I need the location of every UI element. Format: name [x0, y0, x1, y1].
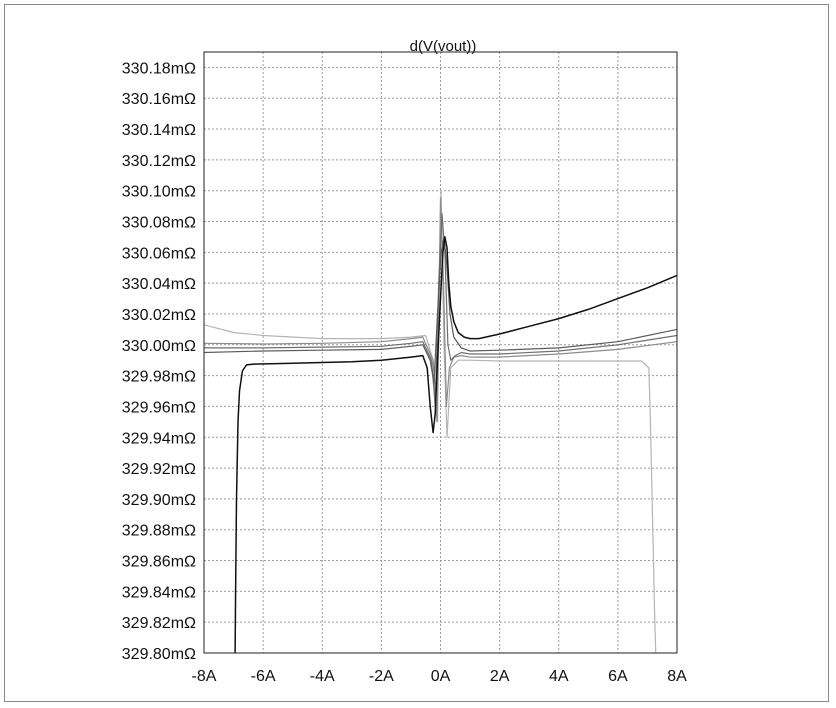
x-tick-label-5: 2A [490, 668, 510, 685]
y-tick-label-3: 329.86mΩ [122, 554, 196, 571]
x-tick-label-8: 8A [667, 668, 687, 685]
chart-title: d(V(vout)) [410, 38, 477, 55]
y-tick-label-8: 329.96mΩ [122, 399, 196, 416]
y-tick-label-17: 330.14mΩ [122, 122, 196, 139]
x-tick-label-2: -4A [310, 668, 335, 685]
y-tick-label-2: 329.84mΩ [122, 584, 196, 601]
series-line-2 [204, 213, 677, 407]
y-tick-label-11: 330.02mΩ [122, 307, 196, 324]
y-tick-label-15: 330.10mΩ [122, 184, 196, 201]
y-tick-label-6: 329.92mΩ [122, 461, 196, 478]
y-tick-label-13: 330.06mΩ [122, 245, 196, 262]
y-tick-label-12: 330.04mΩ [122, 276, 196, 293]
y-tick-label-19: 330.18mΩ [122, 60, 196, 77]
y-tick-label-9: 329.98mΩ [122, 369, 196, 386]
x-tick-label-4: 0A [431, 668, 451, 685]
x-tick-label-1: -6A [251, 668, 276, 685]
series-layer [204, 190, 677, 653]
y-tick-label-5: 329.90mΩ [122, 492, 196, 509]
y-tick-label-4: 329.88mΩ [122, 523, 196, 540]
series-line-0 [234, 236, 677, 653]
y-tick-label-1: 329.82mΩ [122, 615, 196, 632]
y-tick-label-10: 330.00mΩ [122, 338, 196, 355]
y-tick-label-7: 329.94mΩ [122, 430, 196, 447]
x-tick-label-3: -2A [369, 668, 394, 685]
y-tick-label-0: 329.80mΩ [122, 646, 196, 663]
x-axis-ticks: -8A -6A -4A -2A 0A 2A 4A 6A 8A [192, 668, 688, 685]
chart-plot: d(V(vout)) 329.80mΩ329.82mΩ329.84mΩ329.8… [122, 38, 688, 685]
y-axis-ticks: 329.80mΩ 329.82mΩ 329.84mΩ 329.86mΩ 329.88mΩ… [122, 60, 196, 663]
grid-layer [203, 52, 678, 654]
y-tick-label-14: 330.08mΩ [122, 215, 196, 232]
plot-area-border [203, 51, 678, 654]
x-tick-label-7: 6A [608, 668, 628, 685]
series-line-3 [204, 197, 677, 423]
chart-frame: d(V(vout)) 329.80mΩ 329.82mΩ 329.84mΩ 329.8… [4, 4, 829, 702]
y-tick-label-18: 330.16mΩ [122, 91, 196, 108]
x-tick-label-6: 4A [549, 668, 569, 685]
series-line-1 [204, 236, 677, 384]
y-tick-label-16: 330.12mΩ [122, 153, 196, 170]
series-line-4 [204, 190, 657, 653]
x-tick-label-0: -8A [192, 668, 217, 685]
